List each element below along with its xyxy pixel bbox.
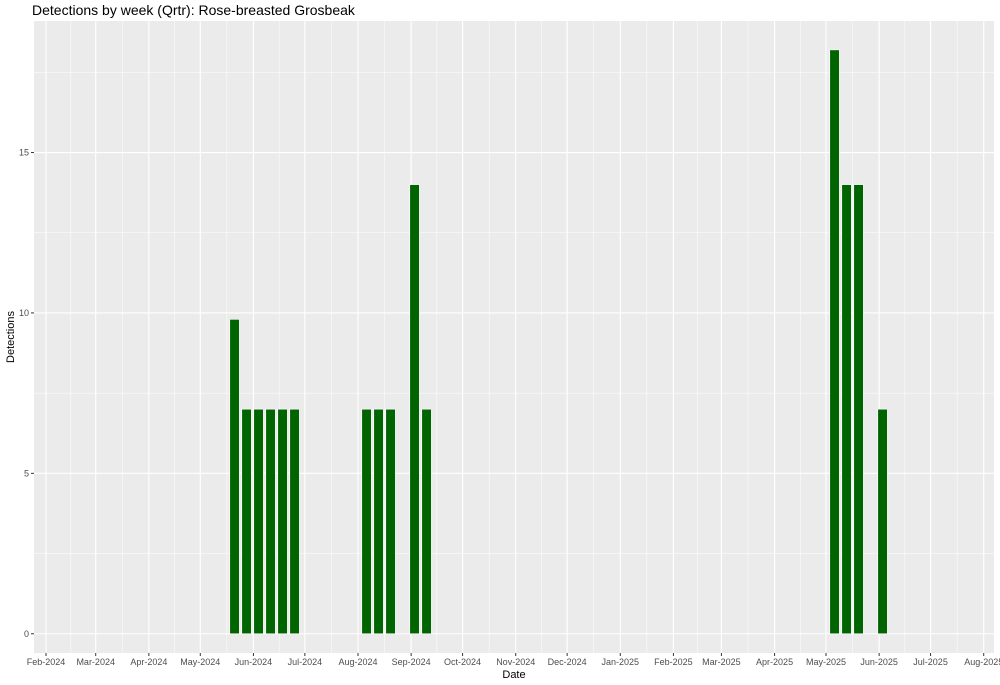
bar	[841, 184, 852, 635]
bar	[265, 408, 276, 635]
x-tick-label: Feb-2025	[654, 657, 693, 667]
bars	[229, 49, 888, 635]
bar	[877, 408, 888, 635]
bar	[229, 319, 240, 635]
bar	[385, 408, 396, 635]
x-tick-label: Jan-2025	[602, 657, 640, 667]
x-tick-label: Jun-2025	[860, 657, 898, 667]
x-axis-title: Date	[502, 669, 525, 681]
x-tick-label: Sep-2024	[392, 657, 431, 667]
bar	[829, 49, 840, 635]
bar	[241, 408, 252, 635]
y-tick-label: 0	[24, 629, 29, 639]
bar	[409, 184, 420, 635]
x-axis: Feb-2024 Mar-2024 Apr-2024 May-2024 Jun-2024…	[27, 653, 1000, 667]
y-tick-label: 10	[19, 308, 29, 318]
x-tick-label: Aug-2025	[964, 657, 1000, 667]
x-tick-label: Oct-2024	[444, 657, 481, 667]
bar	[853, 184, 864, 635]
x-tick-label: Feb-2024	[27, 657, 66, 667]
y-tick-label: 15	[19, 148, 29, 158]
x-tick-label: Nov-2024	[496, 657, 535, 667]
chart-title: Detections by week (Qrtr): Rose-breasted…	[32, 2, 355, 18]
y-axis-title: Detections	[5, 311, 17, 363]
y-tick-label: 5	[24, 468, 29, 478]
y-axis: 0 5 10 15	[19, 148, 34, 639]
x-tick-label: May-2024	[180, 657, 220, 667]
x-tick-label: Aug-2024	[338, 657, 377, 667]
x-tick-label: May-2025	[806, 657, 846, 667]
x-tick-label: Apr-2025	[756, 657, 793, 667]
bar	[253, 408, 264, 635]
x-tick-label: Apr-2024	[130, 657, 167, 667]
bar	[289, 408, 300, 635]
x-tick-label: Jul-2024	[288, 657, 323, 667]
bar	[373, 408, 384, 635]
x-tick-label: Dec-2024	[548, 657, 587, 667]
x-tick-label: Mar-2025	[702, 657, 741, 667]
x-tick-label: Jul-2025	[913, 657, 948, 667]
bar	[421, 408, 432, 635]
bar	[277, 408, 288, 635]
bar	[361, 408, 372, 635]
x-tick-label: Jun-2024	[235, 657, 273, 667]
x-tick-label: Mar-2024	[76, 657, 115, 667]
